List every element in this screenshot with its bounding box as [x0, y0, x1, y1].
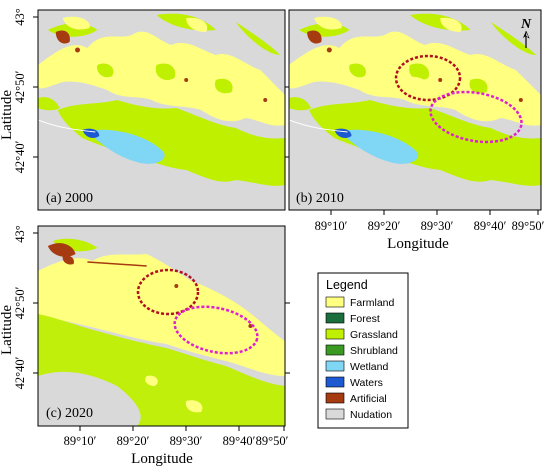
panel-label-c: (c) 2020	[46, 406, 93, 421]
legend-swatch-waters	[325, 376, 345, 388]
ylabel-latitude-top: Latitude	[0, 90, 15, 140]
extra-farmland-2010	[399, 76, 436, 97]
panel-label-a: (a) 2000	[46, 191, 93, 206]
xtick-label-c-8930: 89°30′	[170, 434, 203, 448]
change-ellipse-magenta-2020	[173, 305, 259, 355]
ytick-label-a-4240: 42°40′	[13, 140, 27, 173]
ytick-label-a-43: 43°	[13, 8, 27, 26]
xtick-label-b-8910: 89°10′	[315, 219, 348, 233]
change-ellipse-magenta-2010	[429, 90, 523, 144]
xtick-label-b-8920: 89°20′	[368, 219, 401, 233]
xtick-label-b-8950: 89°50′	[512, 219, 545, 233]
legend-label-wetland: Wetland	[350, 361, 388, 373]
change-ellipse-red-2020	[136, 268, 200, 316]
legend: Legend Farmland Forest Grassland Shrubland W…	[317, 272, 409, 429]
ytick-label-c-43: 43°	[13, 225, 27, 243]
ytick-label-a-4250: 42°50′	[13, 70, 27, 103]
ylabel-latitude-bottom: Latitude	[0, 305, 15, 355]
xtick-label-c-8910: 89°10′	[64, 434, 97, 448]
legend-title: Legend	[326, 278, 368, 292]
tick-marks	[33, 16, 539, 431]
legend-label-artificial: Artificial	[350, 393, 387, 405]
legend-swatch-forest	[325, 312, 345, 324]
legend-label-waters: Waters	[350, 377, 383, 389]
panel-label-b: (b) 2010	[296, 191, 344, 206]
legend-swatch-shrubland	[325, 344, 345, 356]
xlabel-longitude-b: Longitude	[387, 236, 449, 252]
north-arrow-icon: N	[520, 17, 532, 48]
legend-swatch-artificial	[325, 392, 345, 404]
legend-label-farmland: Farmland	[350, 297, 395, 309]
xlabel-longitude-c: Longitude	[131, 451, 193, 467]
xtick-label-c-8940: 89°40′	[223, 434, 256, 448]
legend-swatch-nudation	[325, 408, 345, 420]
legend-label-shrubland: Shrubland	[350, 345, 398, 357]
legend-label-grassland: Grassland	[350, 329, 398, 341]
xtick-label-c-8920: 89°20′	[117, 434, 150, 448]
change-ellipse-red-2010	[394, 54, 462, 102]
map-panel-2010	[288, 9, 542, 211]
legend-swatch-grassland	[325, 328, 345, 340]
map-panel-2000	[37, 9, 286, 211]
xtick-label-b-8930: 89°30′	[421, 219, 454, 233]
map-panel-2020	[37, 225, 286, 427]
north-arrow-label: N	[520, 17, 532, 32]
legend-label-forest: Forest	[350, 313, 380, 325]
legend-label-nudation: Nudation	[350, 409, 392, 421]
ytick-label-c-4240: 42°40′	[13, 356, 27, 389]
legend-swatch-farmland	[325, 296, 345, 308]
ytick-label-c-4250: 42°50′	[13, 286, 27, 319]
legend-swatch-wetland	[325, 360, 345, 372]
xtick-label-b-8940: 89°40′	[474, 219, 507, 233]
xtick-label-c-8950: 89°50′	[256, 434, 289, 448]
